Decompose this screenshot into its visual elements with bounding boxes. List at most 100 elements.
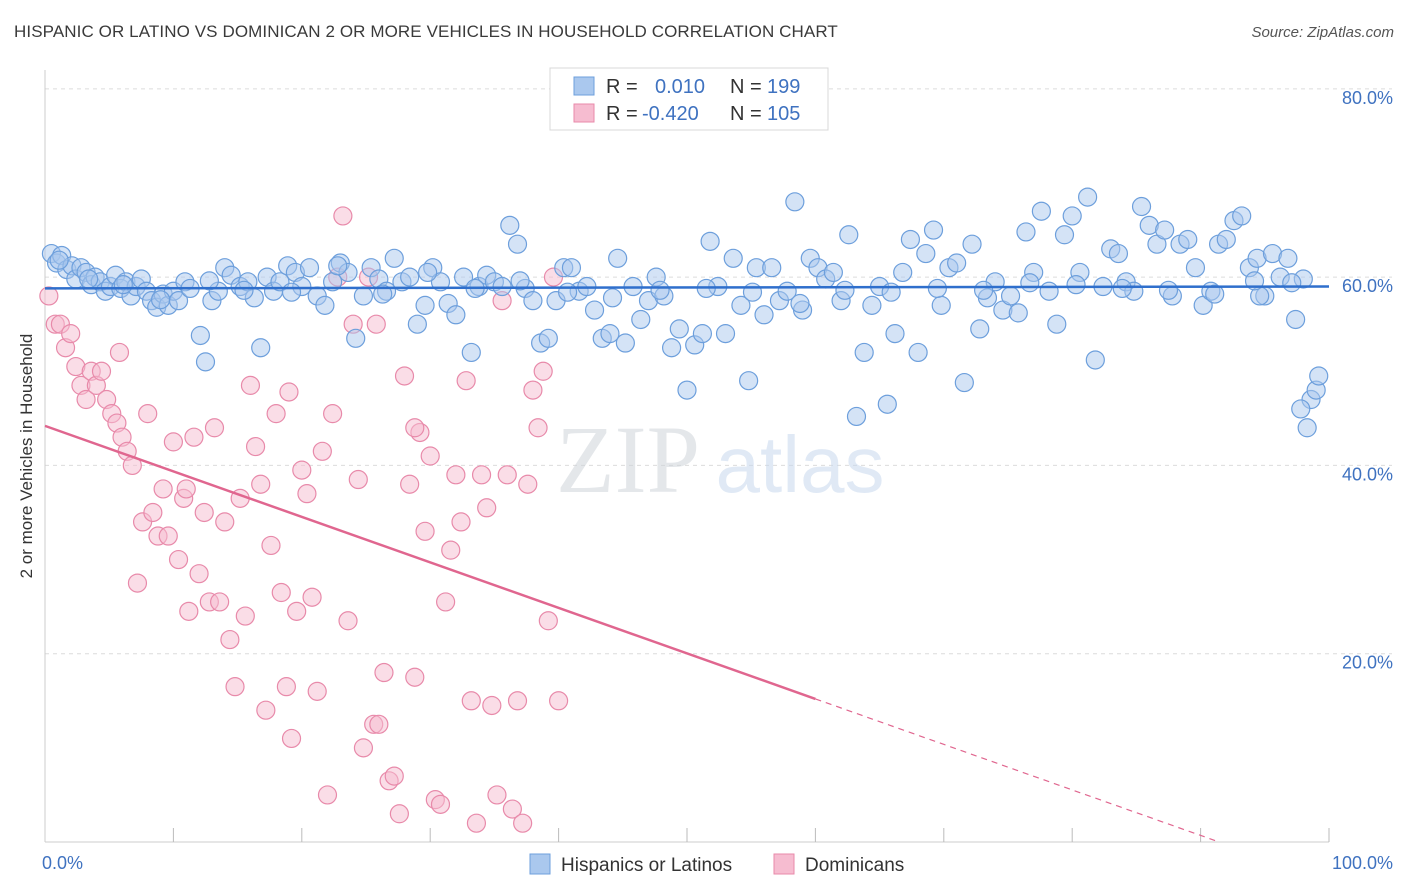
dominicans-point xyxy=(240,375,261,395)
dominicans-point xyxy=(384,766,404,786)
dominicans-point xyxy=(446,465,466,485)
hispanics-point xyxy=(453,267,474,287)
hispanics-points xyxy=(41,187,1329,438)
dominicans-point xyxy=(369,714,389,734)
hispanics-point xyxy=(281,282,302,302)
dominicans-point xyxy=(405,667,425,687)
hispanics-point xyxy=(523,291,543,311)
watermark-zip: ZIP xyxy=(556,406,700,513)
hispanics-point xyxy=(1282,273,1302,293)
hispanics-point xyxy=(1062,206,1082,226)
bottom-legend-pink-swatch xyxy=(773,853,795,875)
dominicans-point xyxy=(502,799,522,819)
dominicans-point xyxy=(194,502,214,523)
dominicans-point xyxy=(394,366,415,386)
dominicans-point xyxy=(333,206,353,226)
dominicans-point xyxy=(235,606,255,626)
hispanics-point xyxy=(79,269,99,289)
hispanics-point xyxy=(908,342,928,363)
hispanics-point xyxy=(954,372,974,393)
dominicans-point xyxy=(168,549,189,570)
dominicans-trend-line xyxy=(44,424,816,701)
hispanics-point xyxy=(835,280,855,300)
hispanics-point xyxy=(862,295,882,315)
hispanics-point xyxy=(893,262,913,283)
hispanics-point xyxy=(400,267,420,287)
dominicans-point xyxy=(179,601,199,621)
dominicans-point xyxy=(420,446,440,466)
dominicans-trend-extension xyxy=(815,698,1220,843)
hispanics-point xyxy=(731,295,751,315)
y-axis-label: 2 or more Vehicles in Household xyxy=(17,334,36,579)
dominicans-point xyxy=(138,404,158,424)
hispanics-point xyxy=(561,258,582,278)
hispanics-point xyxy=(353,286,374,306)
legend-blue-swatch xyxy=(573,76,595,96)
dominicans-point xyxy=(436,592,456,612)
dominicans-point xyxy=(215,512,235,532)
hispanics-point xyxy=(507,234,528,254)
hispanics-point xyxy=(234,280,254,300)
hispanics-point xyxy=(1158,280,1179,300)
chart-title: HISPANIC OR LATINO VS DOMINICAN 2 OR MOR… xyxy=(14,22,838,41)
hispanics-point xyxy=(446,305,466,325)
bottom-legend: Hispanics or Latinos Dominicans xyxy=(529,853,904,876)
dominicans-point xyxy=(548,691,569,711)
hispanics-point xyxy=(1047,314,1067,334)
hispanics-point xyxy=(1232,206,1252,226)
axes xyxy=(44,70,1330,843)
dominicans-point xyxy=(39,286,59,306)
legend-r-label-1: R = xyxy=(606,76,638,98)
hispanics-point xyxy=(195,352,216,372)
hispanics-point xyxy=(677,380,697,400)
legend-r-value-2: -0.420 xyxy=(642,103,699,125)
hispanics-point xyxy=(715,324,736,344)
hispanics-point xyxy=(190,325,210,346)
hispanics-point xyxy=(723,248,743,268)
hispanics-point xyxy=(1309,366,1329,386)
hispanics-point xyxy=(1000,286,1021,306)
legend-r-label-2: R = xyxy=(606,103,638,125)
hispanics-point xyxy=(823,262,843,283)
hispanics-point xyxy=(328,256,348,276)
dominicans-point xyxy=(210,592,230,612)
hispanics-point xyxy=(615,333,635,353)
hispanics-point xyxy=(916,243,936,264)
grid-lines xyxy=(45,88,1392,655)
hispanics-point xyxy=(1008,303,1028,323)
dominicans-point xyxy=(507,691,528,711)
hispanics-point xyxy=(418,262,438,283)
hispanics-point xyxy=(1244,271,1265,291)
legend-pink-swatch xyxy=(573,103,595,123)
dominicans-point xyxy=(276,677,296,697)
dominicans-point xyxy=(204,418,225,438)
dominicans-point xyxy=(61,324,81,344)
dominicans-point xyxy=(76,389,96,410)
dominicans-point xyxy=(405,418,425,438)
legend-box xyxy=(549,67,829,131)
hispanics-point xyxy=(900,229,921,250)
source-credit: Source: ZipAtlas.com xyxy=(1251,24,1394,41)
hispanics-point xyxy=(1286,309,1306,330)
y-tick-label: 40.0% xyxy=(1342,464,1393,484)
dominicans-point xyxy=(307,681,327,701)
watermark-atlas: atlas xyxy=(716,420,885,509)
hispanics-point xyxy=(923,220,944,240)
hispanics-point xyxy=(1020,273,1040,293)
hispanics-point xyxy=(854,342,874,363)
hispanics-point xyxy=(962,234,982,254)
dominicans-point xyxy=(302,587,322,607)
hispanics-point xyxy=(1039,281,1059,301)
dominicans-point xyxy=(292,460,312,480)
dominicans-point xyxy=(353,738,374,758)
dominicans-point xyxy=(184,427,204,447)
hispanics-point xyxy=(1085,350,1105,370)
hispanics-point xyxy=(384,248,404,268)
hispanics-point xyxy=(557,282,578,302)
hispanics-point xyxy=(1112,278,1132,299)
dominicans-point xyxy=(220,629,240,650)
hispanics-point xyxy=(49,250,69,270)
hispanics-point xyxy=(1031,201,1051,221)
hispanics-point xyxy=(415,295,435,315)
